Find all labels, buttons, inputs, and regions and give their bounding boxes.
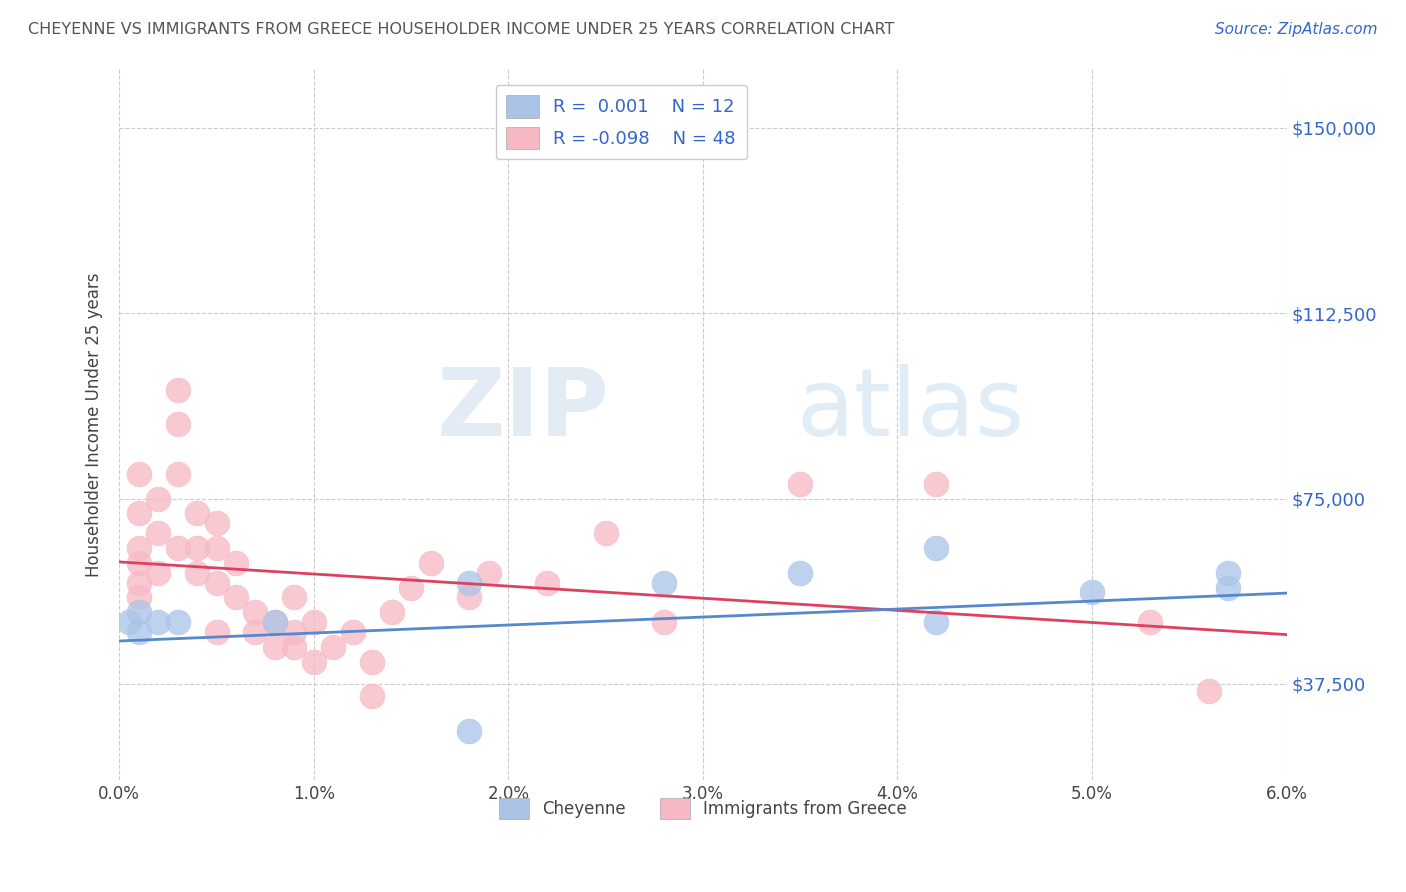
Point <box>166 417 188 432</box>
Point <box>205 575 228 590</box>
Point <box>302 615 325 629</box>
Point <box>399 581 422 595</box>
Point <box>1218 566 1240 580</box>
Point <box>381 605 404 619</box>
Point <box>1081 585 1104 599</box>
Point <box>245 605 267 619</box>
Point <box>264 615 287 629</box>
Text: ZIP: ZIP <box>437 364 610 456</box>
Point <box>925 541 948 555</box>
Point <box>419 556 441 570</box>
Point <box>128 625 150 640</box>
Point <box>322 640 344 654</box>
Point <box>283 591 305 605</box>
Point <box>205 625 228 640</box>
Point <box>166 615 188 629</box>
Point <box>283 640 305 654</box>
Point <box>1218 581 1240 595</box>
Point <box>595 526 617 541</box>
Point <box>225 556 247 570</box>
Point <box>458 723 481 738</box>
Point <box>128 556 150 570</box>
Point <box>205 541 228 555</box>
Point <box>789 566 811 580</box>
Point <box>186 507 208 521</box>
Point <box>652 575 675 590</box>
Text: Source: ZipAtlas.com: Source: ZipAtlas.com <box>1215 22 1378 37</box>
Point <box>148 615 170 629</box>
Point <box>118 615 141 629</box>
Point <box>478 566 501 580</box>
Point <box>128 507 150 521</box>
Point <box>925 476 948 491</box>
Point <box>1139 615 1161 629</box>
Point <box>264 615 287 629</box>
Point <box>128 575 150 590</box>
Point <box>652 615 675 629</box>
Point <box>148 491 170 506</box>
Text: CHEYENNE VS IMMIGRANTS FROM GREECE HOUSEHOLDER INCOME UNDER 25 YEARS CORRELATION: CHEYENNE VS IMMIGRANTS FROM GREECE HOUSE… <box>28 22 894 37</box>
Legend: Cheyenne, Immigrants from Greece: Cheyenne, Immigrants from Greece <box>492 792 914 825</box>
Point <box>536 575 558 590</box>
Point <box>166 383 188 397</box>
Text: atlas: atlas <box>796 364 1025 456</box>
Point <box>458 575 481 590</box>
Point <box>283 625 305 640</box>
Point <box>128 605 150 619</box>
Point <box>186 566 208 580</box>
Point <box>361 655 384 669</box>
Point <box>342 625 364 640</box>
Point <box>205 516 228 531</box>
Point <box>245 625 267 640</box>
Point <box>1198 684 1220 698</box>
Point <box>128 467 150 481</box>
Point <box>128 591 150 605</box>
Point <box>148 566 170 580</box>
Point <box>225 591 247 605</box>
Point <box>166 467 188 481</box>
Point <box>789 476 811 491</box>
Point <box>128 541 150 555</box>
Point <box>652 813 675 827</box>
Point <box>925 615 948 629</box>
Point <box>264 640 287 654</box>
Point <box>302 655 325 669</box>
Point <box>186 541 208 555</box>
Point <box>148 526 170 541</box>
Point <box>361 690 384 704</box>
Point <box>166 541 188 555</box>
Point <box>458 591 481 605</box>
Y-axis label: Householder Income Under 25 years: Householder Income Under 25 years <box>86 272 103 576</box>
